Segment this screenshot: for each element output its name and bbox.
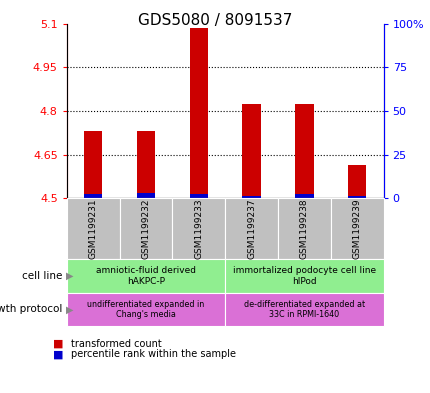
Bar <box>189 28 208 198</box>
Bar <box>295 194 313 198</box>
Text: cell line: cell line <box>22 271 62 281</box>
Text: ■: ■ <box>53 349 63 360</box>
Text: ▶: ▶ <box>65 271 73 281</box>
Text: undifferentiated expanded in
Chang's media: undifferentiated expanded in Chang's med… <box>87 300 204 319</box>
Text: GSM1199237: GSM1199237 <box>246 198 255 259</box>
Bar <box>295 104 313 198</box>
Bar <box>242 196 260 198</box>
Bar <box>84 131 102 198</box>
Text: percentile rank within the sample: percentile rank within the sample <box>71 349 236 360</box>
Text: growth protocol: growth protocol <box>0 305 62 314</box>
Text: amniotic-fluid derived
hAKPC-P: amniotic-fluid derived hAKPC-P <box>96 266 196 286</box>
Bar <box>136 131 155 198</box>
Text: ▶: ▶ <box>65 305 73 314</box>
Text: GSM1199232: GSM1199232 <box>141 199 150 259</box>
Bar <box>347 165 366 198</box>
Bar <box>347 196 366 198</box>
Bar <box>242 104 260 198</box>
Text: ■: ■ <box>53 339 63 349</box>
Bar <box>84 194 102 198</box>
Text: GSM1199239: GSM1199239 <box>352 198 361 259</box>
Text: GSM1199233: GSM1199233 <box>194 198 203 259</box>
Text: de-differentiated expanded at
33C in RPMI-1640: de-differentiated expanded at 33C in RPM… <box>243 300 364 319</box>
Text: GSM1199231: GSM1199231 <box>89 198 98 259</box>
Bar <box>189 194 208 198</box>
Text: GSM1199238: GSM1199238 <box>299 198 308 259</box>
Text: immortalized podocyte cell line
hIPod: immortalized podocyte cell line hIPod <box>232 266 375 286</box>
Bar <box>136 193 155 198</box>
Text: GDS5080 / 8091537: GDS5080 / 8091537 <box>138 13 292 28</box>
Text: transformed count: transformed count <box>71 339 162 349</box>
